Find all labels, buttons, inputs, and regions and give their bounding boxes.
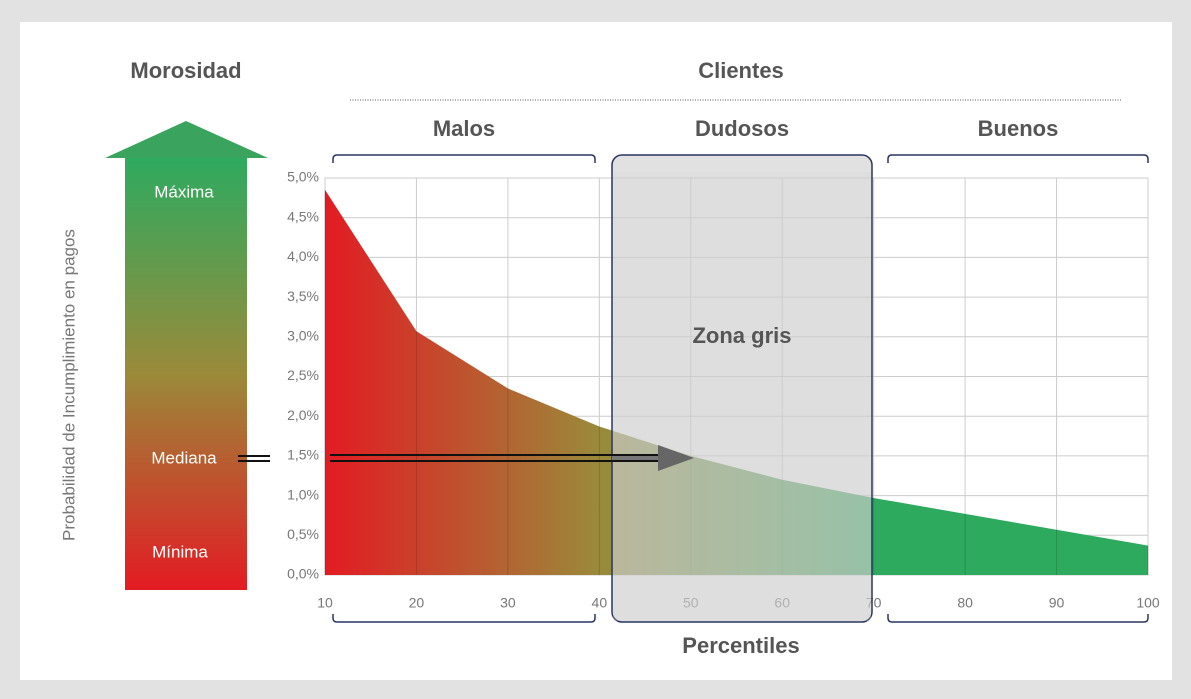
y-tick-label: 3,5% — [287, 288, 319, 304]
y-tick-label: 1,0% — [287, 486, 319, 502]
x-tick-label: 40 — [592, 595, 608, 611]
left-title: Morosidad — [130, 58, 241, 83]
area — [325, 189, 1148, 575]
y-tick-label: 4,0% — [287, 248, 319, 264]
grey-zone — [611, 154, 873, 623]
group-label: Dudosos — [695, 116, 789, 141]
y-axis-title: Probabilidad de Incumplimiento en pagos — [59, 229, 78, 541]
group-label: Malos — [433, 116, 495, 141]
y-tick-label: 0,0% — [287, 566, 319, 582]
scale-label: Máxima — [154, 182, 214, 201]
grey-zone-top-cover — [613, 172, 871, 621]
x-tick-label: 30 — [500, 595, 516, 611]
zone-label: Zona gris — [692, 323, 791, 348]
y-tick-label: 3,0% — [287, 328, 319, 344]
y-tick-label: 2,0% — [287, 407, 319, 423]
scale-label: Mínima — [152, 542, 208, 561]
brackets — [332, 154, 1149, 623]
x-tick-label: 10 — [317, 595, 333, 611]
scale-arrow — [105, 121, 268, 590]
median-arrow-head — [658, 445, 694, 471]
x-tick-label: 100 — [1136, 595, 1160, 611]
x-tick-label: 80 — [957, 595, 973, 611]
x-tick-label: 20 — [409, 595, 425, 611]
x-axis-title: Percentiles — [682, 633, 799, 658]
x-tick-label: 90 — [1049, 595, 1065, 611]
y-tick-label: 4,5% — [287, 208, 319, 224]
y-tick-label: 0,5% — [287, 526, 319, 542]
scale-label: Mediana — [151, 448, 217, 467]
chart-title: Clientes — [698, 58, 784, 83]
y-tick-label: 2,5% — [287, 367, 319, 383]
y-tick-label: 1,5% — [287, 447, 319, 463]
y-tick-label: 5,0% — [287, 169, 319, 185]
group-label: Buenos — [978, 116, 1059, 141]
